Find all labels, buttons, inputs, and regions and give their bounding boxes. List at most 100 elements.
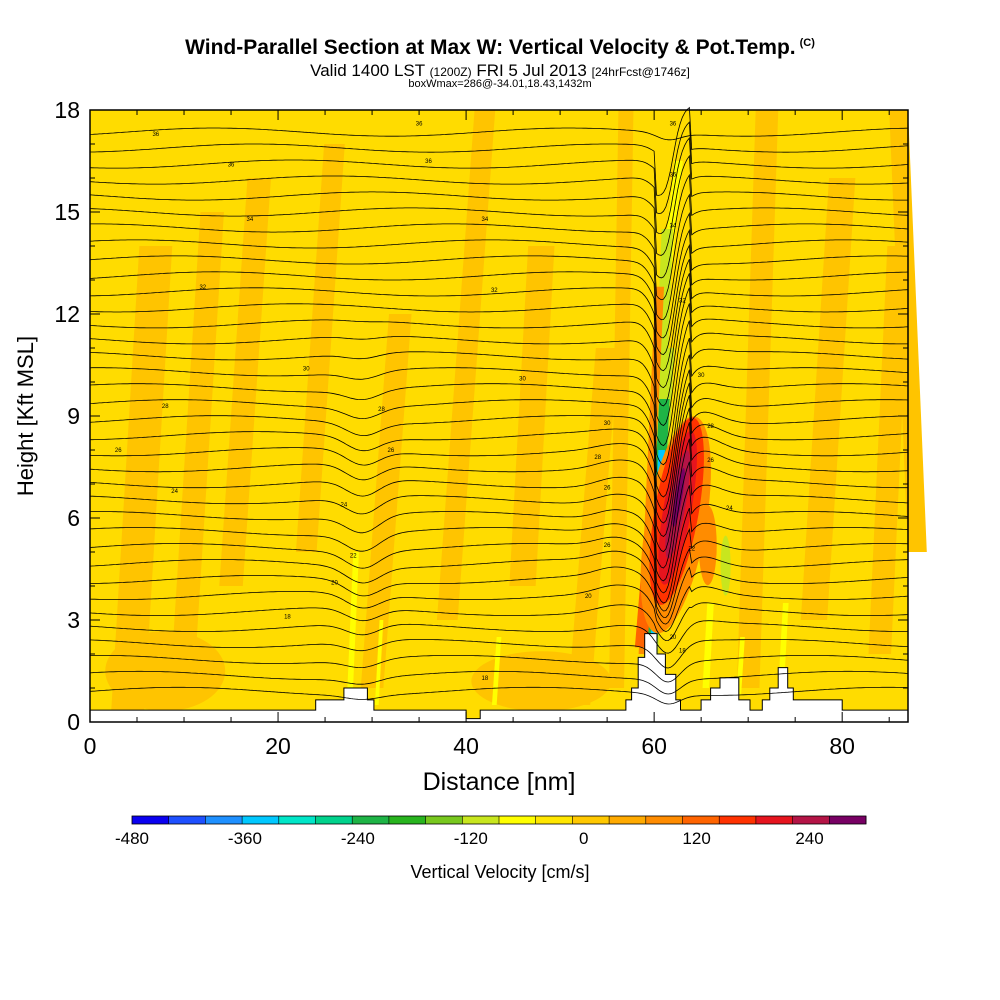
pot-temp-contour [89, 407, 909, 538]
weak-updraft-streak [800, 178, 856, 620]
colorbar-swatch [609, 816, 647, 824]
contour-label: 36 [416, 122, 423, 128]
pot-temp-contour [89, 527, 909, 612]
pot-temp-contour [89, 686, 909, 705]
colorbar-swatch [719, 816, 757, 824]
weak-updraft-streak [111, 246, 173, 712]
y-tick-label: 9 [67, 403, 80, 429]
pot-temp-contour [89, 154, 908, 256]
contour-label: 22 [688, 547, 695, 553]
contour-label: 34 [482, 217, 489, 223]
contour-label: 34 [670, 224, 677, 230]
contour-label: 22 [350, 553, 357, 559]
x-axis-label: Distance [nm] [423, 768, 576, 796]
contour-label: 28 [162, 404, 169, 410]
colorbar-tick-label: -240 [341, 829, 375, 848]
colorbar-swatch [352, 816, 390, 824]
chart-title-mark: (C) [799, 37, 815, 49]
weak-downdraft-streak [702, 603, 714, 688]
colorbar-label: Vertical Velocity [cm/s] [410, 862, 590, 882]
contour-label: 18 [679, 649, 686, 655]
pot-temp-contour [90, 655, 909, 683]
pot-temp-contour [90, 394, 909, 524]
colorbar-swatch [829, 816, 867, 824]
x-tick-label: 40 [453, 733, 479, 759]
x-tick-label: 0 [84, 733, 97, 759]
x-tick-label: 20 [265, 733, 291, 759]
pot-temp-contour [89, 438, 908, 569]
pot-temp-contour [90, 461, 909, 582]
contour-label: 36 [152, 132, 159, 138]
y-tick-label: 6 [67, 505, 80, 531]
contour-label: 32 [199, 285, 206, 291]
pot-temp-contour [89, 303, 908, 426]
valid-prefix: Valid 1400 LST [310, 61, 425, 80]
contour-label: 18 [482, 676, 489, 682]
secondary-updraft [698, 505, 717, 586]
contour-label: 36 [425, 159, 432, 165]
pot-temp-contour [90, 485, 909, 594]
pot-temp-contour [89, 369, 909, 498]
y-tick-label: 0 [67, 709, 80, 735]
pot-temp-contour [89, 507, 909, 604]
contour-label: 20 [670, 635, 677, 641]
pot-temp-contour [89, 121, 909, 214]
y-axis-label: Height [Kft MSL] [13, 336, 38, 496]
contour-label: 30 [303, 366, 310, 372]
colorbar-swatch [682, 816, 720, 824]
weak-updraft-streak [295, 144, 345, 552]
colorbar-swatch [425, 816, 463, 824]
colorbar-swatch [645, 816, 683, 824]
contour-label: 30 [604, 421, 611, 427]
pot-temp-contour [89, 620, 908, 654]
colorbar-swatch [755, 816, 794, 824]
pot-temp-contour [89, 354, 909, 483]
contour-label: 28 [707, 424, 714, 430]
colorbar-tick-label: -360 [228, 829, 262, 848]
colorbar-tick-label: -120 [454, 829, 488, 848]
weak-updraft-streak [436, 110, 496, 620]
colorbar-swatch [388, 816, 427, 824]
contour-label: 36 [228, 162, 235, 168]
colorbar-swatch [462, 816, 500, 824]
secondary-downdraft [720, 535, 731, 596]
pot-temp-contour [89, 422, 909, 553]
colorbar-swatch [205, 816, 243, 824]
x-tick-label: 60 [641, 733, 667, 759]
contour-label: 28 [594, 455, 601, 461]
pot-temp-contour [89, 173, 909, 279]
colorbar-swatch [572, 816, 610, 824]
weak-updraft-streak [736, 110, 779, 688]
y-tick-label: 12 [54, 301, 80, 327]
contour-label: 26 [388, 448, 395, 454]
pot-temp-contour [89, 337, 909, 466]
y-tick-label: 15 [54, 199, 80, 225]
pot-temp-contour [89, 287, 909, 407]
valid-date: FRI 5 Jul 2013 [476, 61, 587, 80]
colorbar-swatch [242, 816, 280, 824]
contour-label: 20 [585, 594, 592, 600]
pot-temp-contour [89, 547, 908, 618]
pot-temp-contour [89, 273, 909, 389]
valid-utc: (1200Z) [429, 65, 472, 79]
contour-label: 20 [331, 581, 338, 587]
contour-label: 26 [115, 448, 122, 454]
colorbar-swatch [792, 816, 830, 824]
chart-title-text: Wind-Parallel Section at Max W: Vertical… [185, 36, 796, 59]
forecast-tag: [24hrFcst@1746z] [591, 65, 690, 79]
pot-temp-contour [90, 566, 909, 625]
colorbar-swatch [132, 816, 170, 824]
contour-label: 36 [670, 173, 677, 179]
colorbar-tick-label: -480 [115, 829, 149, 848]
weak-downdraft-streak [778, 603, 789, 688]
colorbar-tick-label: 240 [795, 829, 823, 848]
weak-updraft-streak [219, 178, 271, 586]
colorbar-tick-label: 120 [682, 829, 710, 848]
chart-subtitle: Valid 1400 LST (1200Z) FRI 5 Jul 2013 [2… [0, 61, 1000, 81]
contour-label: 26 [604, 485, 611, 491]
colorbar-swatch [168, 816, 206, 824]
contour-label: 28 [378, 407, 385, 413]
weak-downdraft-streak [374, 620, 384, 705]
pot-temp-contour [89, 243, 909, 355]
